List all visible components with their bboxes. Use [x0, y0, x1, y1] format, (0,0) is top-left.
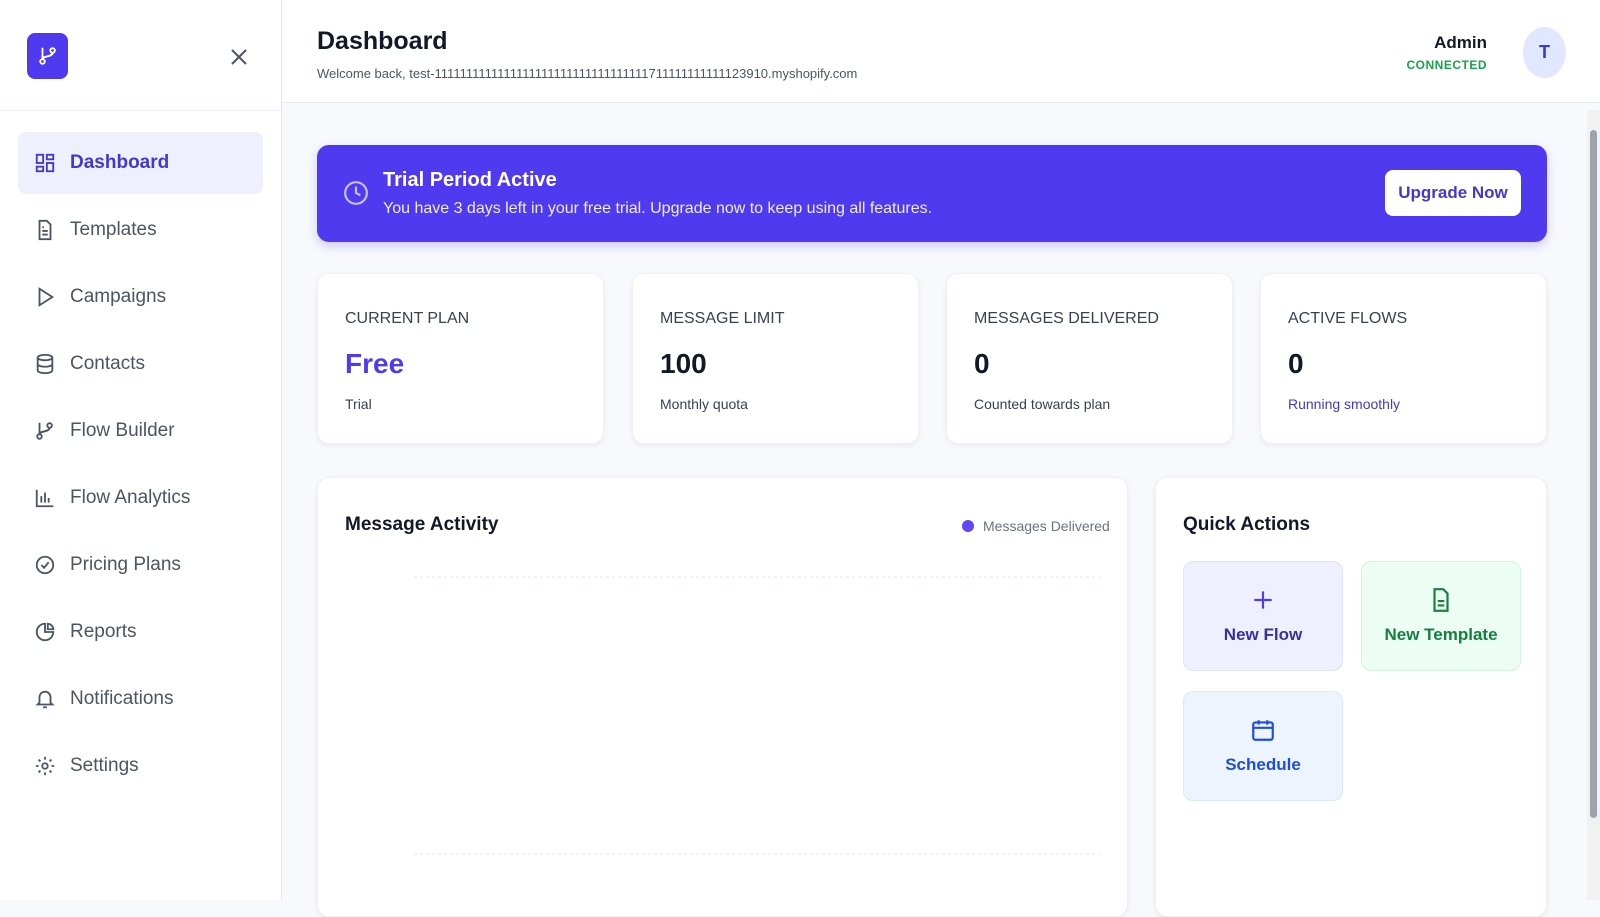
nav-item[interactable]: Pricing Plans: [18, 534, 263, 596]
scroll-thumb[interactable]: [1590, 130, 1597, 818]
nav-item[interactable]: Campaigns: [18, 266, 263, 328]
nav-label: Reports: [70, 621, 137, 642]
stat-caption: Trial: [345, 396, 372, 412]
nav-item[interactable]: Dashboard: [18, 132, 263, 194]
stat-card: ACTIVE FLOWS 0 Running smoothly: [1260, 273, 1547, 444]
activity-panel: Message Activity Messages Delivered: [317, 477, 1128, 917]
page-title: Dashboard: [317, 27, 448, 55]
nav-label: Templates: [70, 219, 157, 240]
close-button[interactable]: [229, 47, 249, 67]
stat-label: MESSAGES DELIVERED: [974, 310, 1159, 327]
stat-caption: Counted towards plan: [974, 396, 1111, 412]
panel-title: Message Activity: [345, 514, 499, 535]
quick-action[interactable]: New Flow: [1183, 561, 1343, 671]
empty-chart: [414, 576, 1100, 855]
stat-value: 100: [660, 348, 707, 379]
nav-item[interactable]: Flow Analytics: [18, 467, 263, 529]
stat-card: CURRENT PLAN Free Trial: [317, 273, 604, 444]
stat-value: Free: [345, 348, 405, 379]
nav-label: Contacts: [70, 353, 145, 374]
divider: [0, 110, 281, 111]
nav-item[interactable]: Contacts: [18, 333, 263, 395]
scrollbar[interactable]: [1587, 110, 1600, 900]
user-name: Admin: [1434, 33, 1487, 52]
stat-label: CURRENT PLAN: [345, 310, 470, 327]
nav-label: Dashboard: [70, 152, 170, 173]
stat-card: MESSAGES DELIVERED 0 Counted towards plan: [946, 273, 1233, 444]
connection-status: CONNECTED: [1406, 58, 1487, 72]
stat-label: ACTIVE FLOWS: [1288, 310, 1408, 327]
nav-label: Campaigns: [70, 286, 167, 307]
stat-value: 0: [974, 348, 990, 379]
welcome-text: Welcome back, test-111111111111111111111…: [317, 66, 858, 81]
nav-item[interactable]: Reports: [18, 601, 263, 663]
nav-item[interactable]: Flow Builder: [18, 400, 263, 462]
nav-label: Flow Analytics: [70, 487, 191, 508]
header: Dashboard Welcome back, test-11111111111…: [283, 0, 1600, 103]
legend-label: Messages Delivered: [983, 518, 1110, 534]
action-label: Schedule: [1225, 755, 1301, 774]
nav-label: Flow Builder: [70, 420, 175, 441]
nav-label: Notifications: [70, 688, 174, 709]
logo[interactable]: [27, 33, 68, 79]
nav-label: Settings: [70, 755, 139, 776]
nav-item[interactable]: Notifications: [18, 668, 263, 730]
quick-actions-panel: Quick Actions New Flow New Template Sche…: [1155, 477, 1547, 917]
panel-title: Quick Actions: [1183, 514, 1311, 535]
nav-label: Pricing Plans: [70, 554, 181, 575]
avatar[interactable]: T: [1523, 27, 1566, 78]
upgrade-button[interactable]: Upgrade Now: [1385, 170, 1521, 216]
nav-item[interactable]: Settings: [18, 735, 263, 797]
action-label: New Flow: [1223, 625, 1303, 644]
nav-item[interactable]: Templates: [18, 199, 263, 261]
stat-card: MESSAGE LIMIT 100 Monthly quota: [632, 273, 919, 444]
action-label: New Template: [1384, 625, 1498, 644]
stat-value: 0: [1288, 348, 1304, 379]
stat-label: MESSAGE LIMIT: [660, 310, 785, 327]
trial-banner: Trial Period Active You have 3 days left…: [317, 145, 1547, 242]
quick-action[interactable]: New Template: [1361, 561, 1521, 671]
stat-caption: Monthly quota: [660, 396, 748, 412]
banner-text: You have 3 days left in your free trial.…: [383, 200, 933, 217]
quick-action[interactable]: Schedule: [1183, 691, 1343, 801]
sidebar: Dashboard Templates Campaigns Contacts F…: [0, 0, 282, 900]
stat-caption: Running smoothly: [1288, 396, 1401, 412]
legend-swatch: [962, 520, 974, 532]
clock-icon: [344, 181, 368, 205]
banner-title: Trial Period Active: [383, 169, 557, 191]
